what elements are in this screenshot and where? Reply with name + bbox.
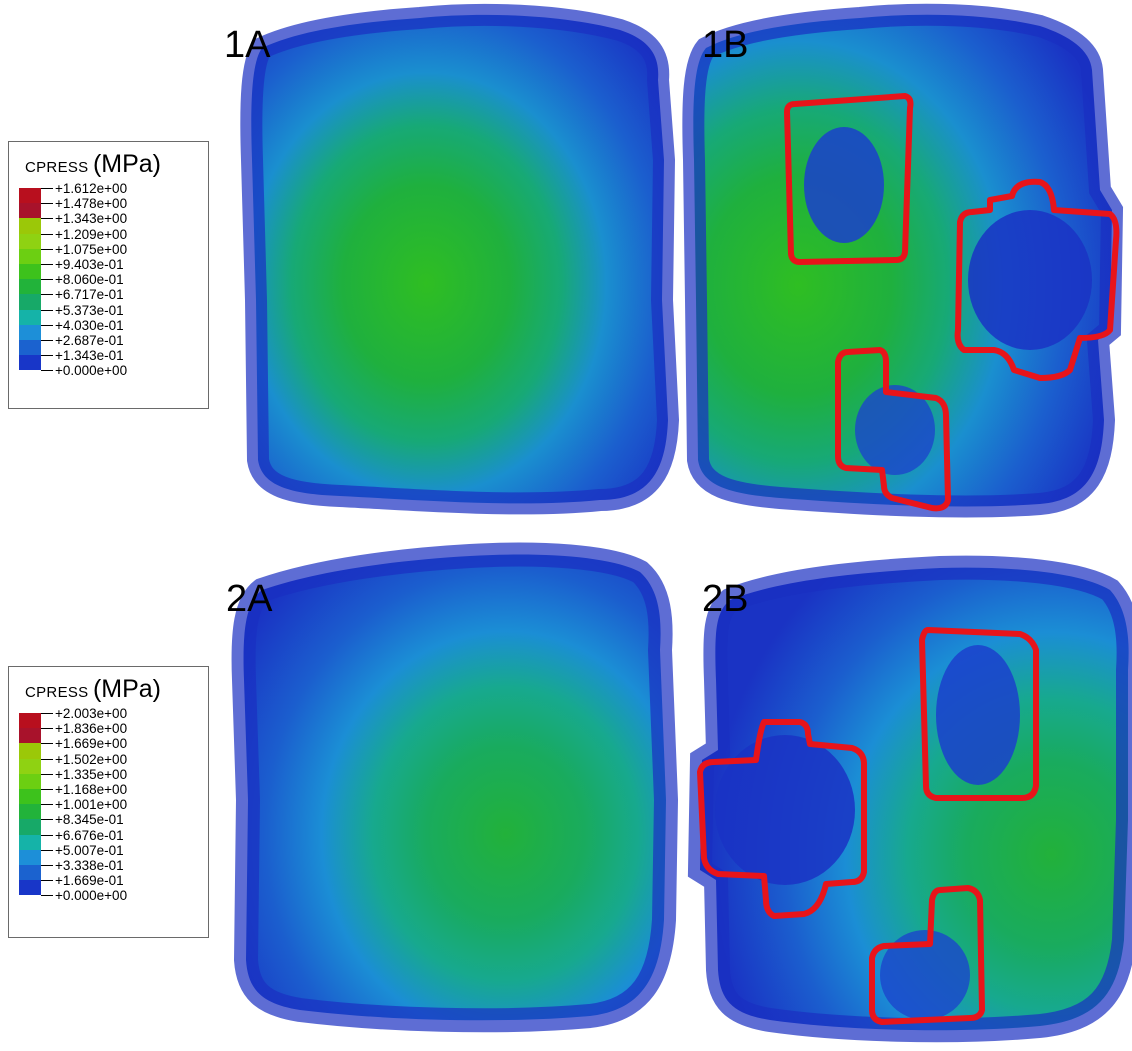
highlight-region-1b-right (954, 178, 1120, 381)
legend-2-value: +2.003e+00 (55, 706, 128, 721)
legend-1: CPRESS (MPa) +1.612e+00 +1.478e+00 +1.34… (8, 141, 209, 409)
highlight-region-2b-top (919, 627, 1039, 801)
legend-2-value: +3.338e-01 (55, 857, 124, 873)
legend-2-value: +1.168e+00 (55, 781, 128, 797)
legend-2-value: +6.676e-01 (55, 827, 124, 843)
legend-1-value: +9.403e-01 (55, 256, 124, 272)
contour-map-1a (251, 14, 669, 504)
legend-2: CPRESS (MPa) +2.003e+00 +1.836e+00 +1.66… (8, 666, 209, 938)
legend-1-value: +8.060e-01 (55, 272, 124, 288)
legend-2-value: +1.669e-01 (55, 873, 124, 889)
panel-label-2a: 2A (226, 578, 273, 620)
panel-label-1b: 1B (702, 24, 749, 66)
legend-1-value: +5.373e-01 (55, 302, 124, 318)
legend-1-value: +1.478e+00 (55, 196, 128, 212)
legend-1-value: +2.687e-01 (55, 332, 124, 348)
panel-label-2b: 2B (702, 578, 749, 620)
legend-2-unit: (MPa) (92, 675, 162, 703)
legend-2-value: +1.502e+00 (55, 751, 128, 767)
legend-2-title: CPRESS (MPa) (25, 675, 161, 704)
legend-1-unit: (MPa) (92, 150, 162, 178)
legend-2-value: +5.007e-01 (55, 842, 124, 858)
legend-2-value: +0.000e+00 (55, 888, 128, 904)
highlight-region-2b-left (697, 719, 867, 919)
legend-2-value: +1.836e+00 (55, 721, 128, 737)
highlight-region-1b-top (784, 93, 914, 265)
legend-2-value: +1.335e+00 (55, 766, 128, 782)
legend-2-value: +1.669e+00 (55, 736, 128, 752)
highlight-region-2b-bottom (869, 885, 985, 1025)
legend-1-value: +1.209e+00 (55, 226, 128, 242)
legend-1-variable: CPRESS (25, 159, 89, 176)
legend-1-value: +6.717e-01 (55, 287, 124, 303)
contour-map-2a (243, 554, 667, 1021)
legend-1-value: +0.000e+00 (55, 363, 128, 379)
legend-1-value: +1.343e+00 (55, 211, 128, 227)
highlight-region-1b-bottom (835, 347, 951, 512)
legend-1-value: +1.075e+00 (55, 241, 128, 257)
highlight-regions (697, 93, 1120, 1025)
legend-1-value: +1.343e-01 (55, 348, 124, 364)
legend-2-variable: CPRESS (25, 684, 89, 701)
legend-1-title: CPRESS (MPa) (25, 150, 161, 179)
legend-2-value: +1.001e+00 (55, 797, 128, 813)
legend-1-value: +4.030e-01 (55, 317, 124, 333)
panel-label-1a: 1A (224, 24, 271, 66)
legend-1-value: +1.612e+00 (55, 181, 128, 196)
legend-2-value: +8.345e-01 (55, 812, 124, 828)
